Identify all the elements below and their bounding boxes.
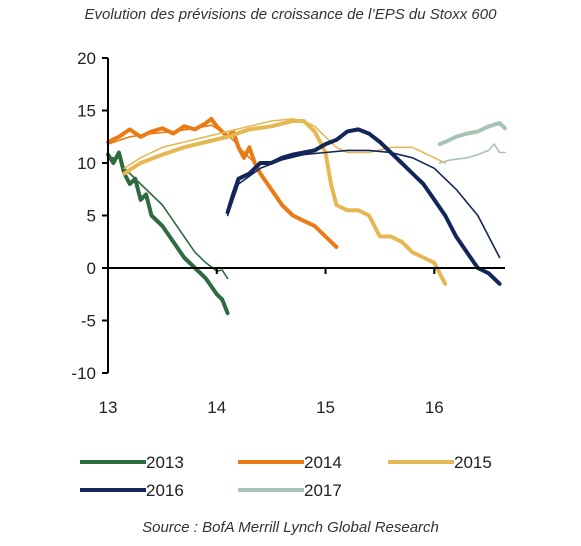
series-line-2013-thick [106,150,230,316]
series-line-2016-thick [225,127,502,286]
series-line-2014-thin [107,124,256,164]
chart-title: Evolution des prévisions de croissance d… [84,6,497,23]
series-line-2015-thick [122,119,448,286]
chart-source: Source : BofA Merrill Lynch Global Resea… [142,519,439,536]
y-tick-label: 15 [77,102,96,121]
y-tick-label: 0 [87,259,96,278]
legend-label-2014: 2014 [304,453,342,472]
y-tick-label: 5 [87,207,96,226]
series-line-2017-thick [437,121,507,147]
x-tick-label: 14 [207,398,226,417]
y-tick-label: -10 [71,364,96,383]
y-tick-label: 20 [77,49,96,68]
legend-label-2016: 2016 [146,481,184,500]
series-line-2017-thin [438,143,506,164]
x-tick-label: 16 [425,398,444,417]
legend: 2013 2014 2015 2016 2017 [80,453,492,500]
y-tick-label: -5 [81,312,96,331]
legend-label-2013: 2013 [146,453,184,472]
legend-label-2015: 2015 [454,453,492,472]
y-tick-label: 10 [77,154,96,173]
series-line-2016-thin [226,149,501,259]
x-tick-label: 13 [99,398,118,417]
series-line-2015-thin [123,118,446,170]
series-line-2013-thin [107,157,229,280]
plot-area [106,116,507,316]
legend-label-2017: 2017 [304,481,342,500]
x-tick-label: 15 [316,398,335,417]
